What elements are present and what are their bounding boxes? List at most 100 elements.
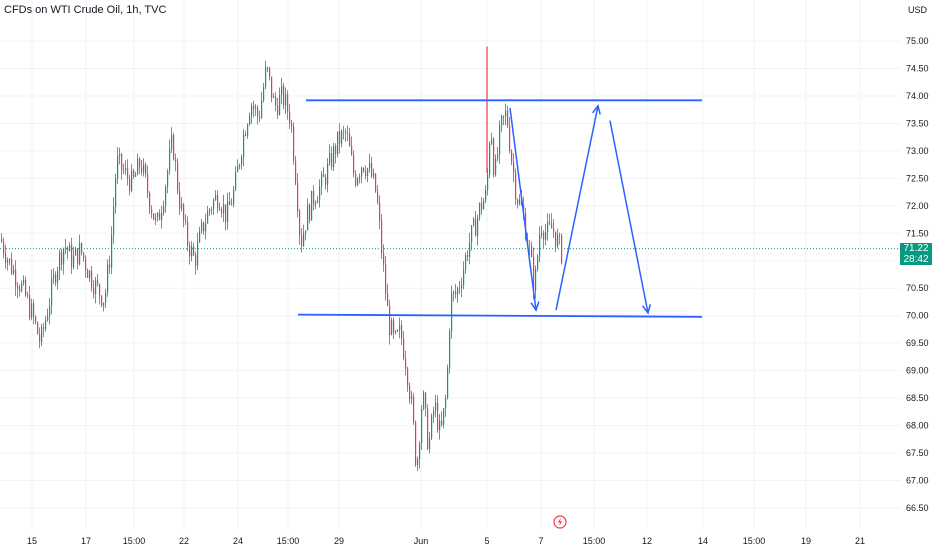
candle-body xyxy=(61,252,63,265)
candle-body xyxy=(19,288,21,292)
candle-body xyxy=(189,245,191,257)
candle-body xyxy=(363,167,365,172)
candle-body xyxy=(145,164,147,175)
candle-body xyxy=(341,131,343,144)
time-tick-label: 5 xyxy=(484,536,489,546)
candle-body xyxy=(305,230,307,234)
candle-body xyxy=(107,264,109,293)
candle-body xyxy=(331,153,333,168)
price-tick-label: 67.50 xyxy=(906,448,929,458)
lightning-icon[interactable] xyxy=(553,515,567,529)
candle-body xyxy=(83,252,85,259)
candle-body xyxy=(29,295,31,318)
candle-body xyxy=(147,174,149,193)
candle-body xyxy=(121,153,123,171)
price-tick-label: 70.50 xyxy=(906,283,929,293)
candle-body xyxy=(191,246,193,257)
candle-body xyxy=(531,245,533,257)
candle-body xyxy=(273,96,275,98)
candle-body xyxy=(149,192,151,210)
candle-body xyxy=(161,212,163,221)
candle-body xyxy=(163,205,165,213)
candle-body xyxy=(195,255,197,266)
candle-body xyxy=(153,213,155,220)
candle-body xyxy=(381,220,383,254)
price-tick-label: 68.50 xyxy=(906,393,929,403)
candle-body xyxy=(379,202,381,221)
candle-body xyxy=(351,146,353,155)
price-tick-label: 74.00 xyxy=(906,91,929,101)
projection-arrow-down-2 xyxy=(609,120,649,314)
candle-body xyxy=(255,107,257,109)
time-tick-label: 29 xyxy=(334,536,344,546)
price-tick-label: 69.50 xyxy=(906,338,929,348)
support-line xyxy=(297,313,703,318)
candle-body xyxy=(315,202,317,205)
candle-body xyxy=(495,158,497,175)
candle-body xyxy=(239,164,241,167)
candle-body xyxy=(553,228,555,232)
candle-body xyxy=(37,322,39,335)
candle-body xyxy=(57,270,59,283)
candle-body xyxy=(15,269,17,287)
candle-body xyxy=(349,133,351,147)
candle-body xyxy=(413,396,415,422)
candle-body xyxy=(87,270,89,278)
candle-body xyxy=(291,123,293,127)
candle-body xyxy=(227,201,229,223)
candle-body xyxy=(277,105,279,115)
candle-body xyxy=(465,254,467,270)
candle-body xyxy=(345,131,347,134)
candle-body xyxy=(511,151,513,162)
candle-body xyxy=(21,283,23,292)
price-axis[interactable]: 66.50 67.00 67.50 68.00 68.50 69.00 69.50 70.00… xyxy=(900,0,932,550)
candle-body xyxy=(185,220,187,222)
candle-body xyxy=(545,232,547,240)
trend-drawings[interactable] xyxy=(297,99,703,318)
candle-body xyxy=(509,125,511,152)
candle-body xyxy=(251,105,253,116)
candle-body xyxy=(249,115,251,125)
candle-body xyxy=(27,295,29,297)
candle-body xyxy=(339,131,341,144)
candle-body xyxy=(13,269,15,274)
candle-body xyxy=(203,222,205,232)
candle-body xyxy=(25,279,27,296)
candle-body xyxy=(463,269,465,286)
candle-body xyxy=(75,248,77,256)
candle-body xyxy=(35,316,37,323)
time-tick-label: 15:00 xyxy=(123,536,146,546)
candle-body xyxy=(155,217,157,220)
candle-body xyxy=(377,191,379,203)
candle-body xyxy=(359,176,361,179)
candle-body xyxy=(165,186,167,206)
candle-body xyxy=(329,153,331,164)
candle-body xyxy=(85,258,87,271)
candle-body xyxy=(365,171,367,177)
candle-body xyxy=(391,320,393,335)
candle-body xyxy=(293,126,295,161)
candle-body xyxy=(477,217,479,237)
candle-body xyxy=(97,280,99,285)
candle-body xyxy=(137,158,139,175)
candle-body xyxy=(409,385,411,400)
candle-body xyxy=(421,408,423,444)
candle-body xyxy=(113,206,115,236)
candle-body xyxy=(47,316,49,321)
candle-body xyxy=(93,287,95,295)
candle-body xyxy=(71,244,73,268)
candle-body xyxy=(317,200,319,203)
time-tick-label: 7 xyxy=(538,536,543,546)
candle-body xyxy=(513,161,515,173)
candle-body xyxy=(307,204,309,231)
candle-body xyxy=(515,172,517,200)
time-axis[interactable]: 15 17 15:00 22 24 15:00 29 Jun 5 7 15:00 12 14 15:00 1… xyxy=(27,536,865,546)
candle-body xyxy=(11,258,13,274)
candle-body xyxy=(439,420,441,431)
candle-body xyxy=(23,279,25,284)
chart-title: CFDs on WTI Crude Oil, 1h, TVC xyxy=(4,4,167,16)
candle-body xyxy=(231,204,233,206)
candle-body xyxy=(179,191,181,209)
candle-body xyxy=(503,115,505,117)
